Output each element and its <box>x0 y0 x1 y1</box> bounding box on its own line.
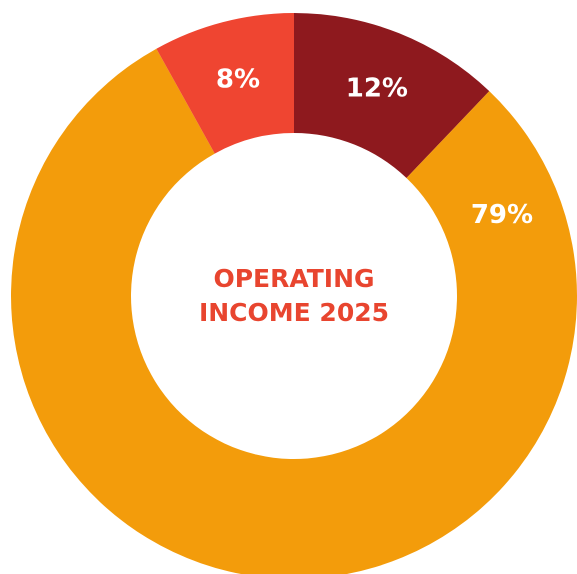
donut-slice <box>294 13 490 179</box>
data-label: 79% <box>471 200 533 230</box>
data-label: 8% <box>216 65 260 95</box>
donut-slice <box>156 13 294 154</box>
data-label: 12% <box>346 73 408 103</box>
donut-slice <box>11 48 577 574</box>
chart-title: OPERATING INCOME 2025 <box>198 264 390 327</box>
